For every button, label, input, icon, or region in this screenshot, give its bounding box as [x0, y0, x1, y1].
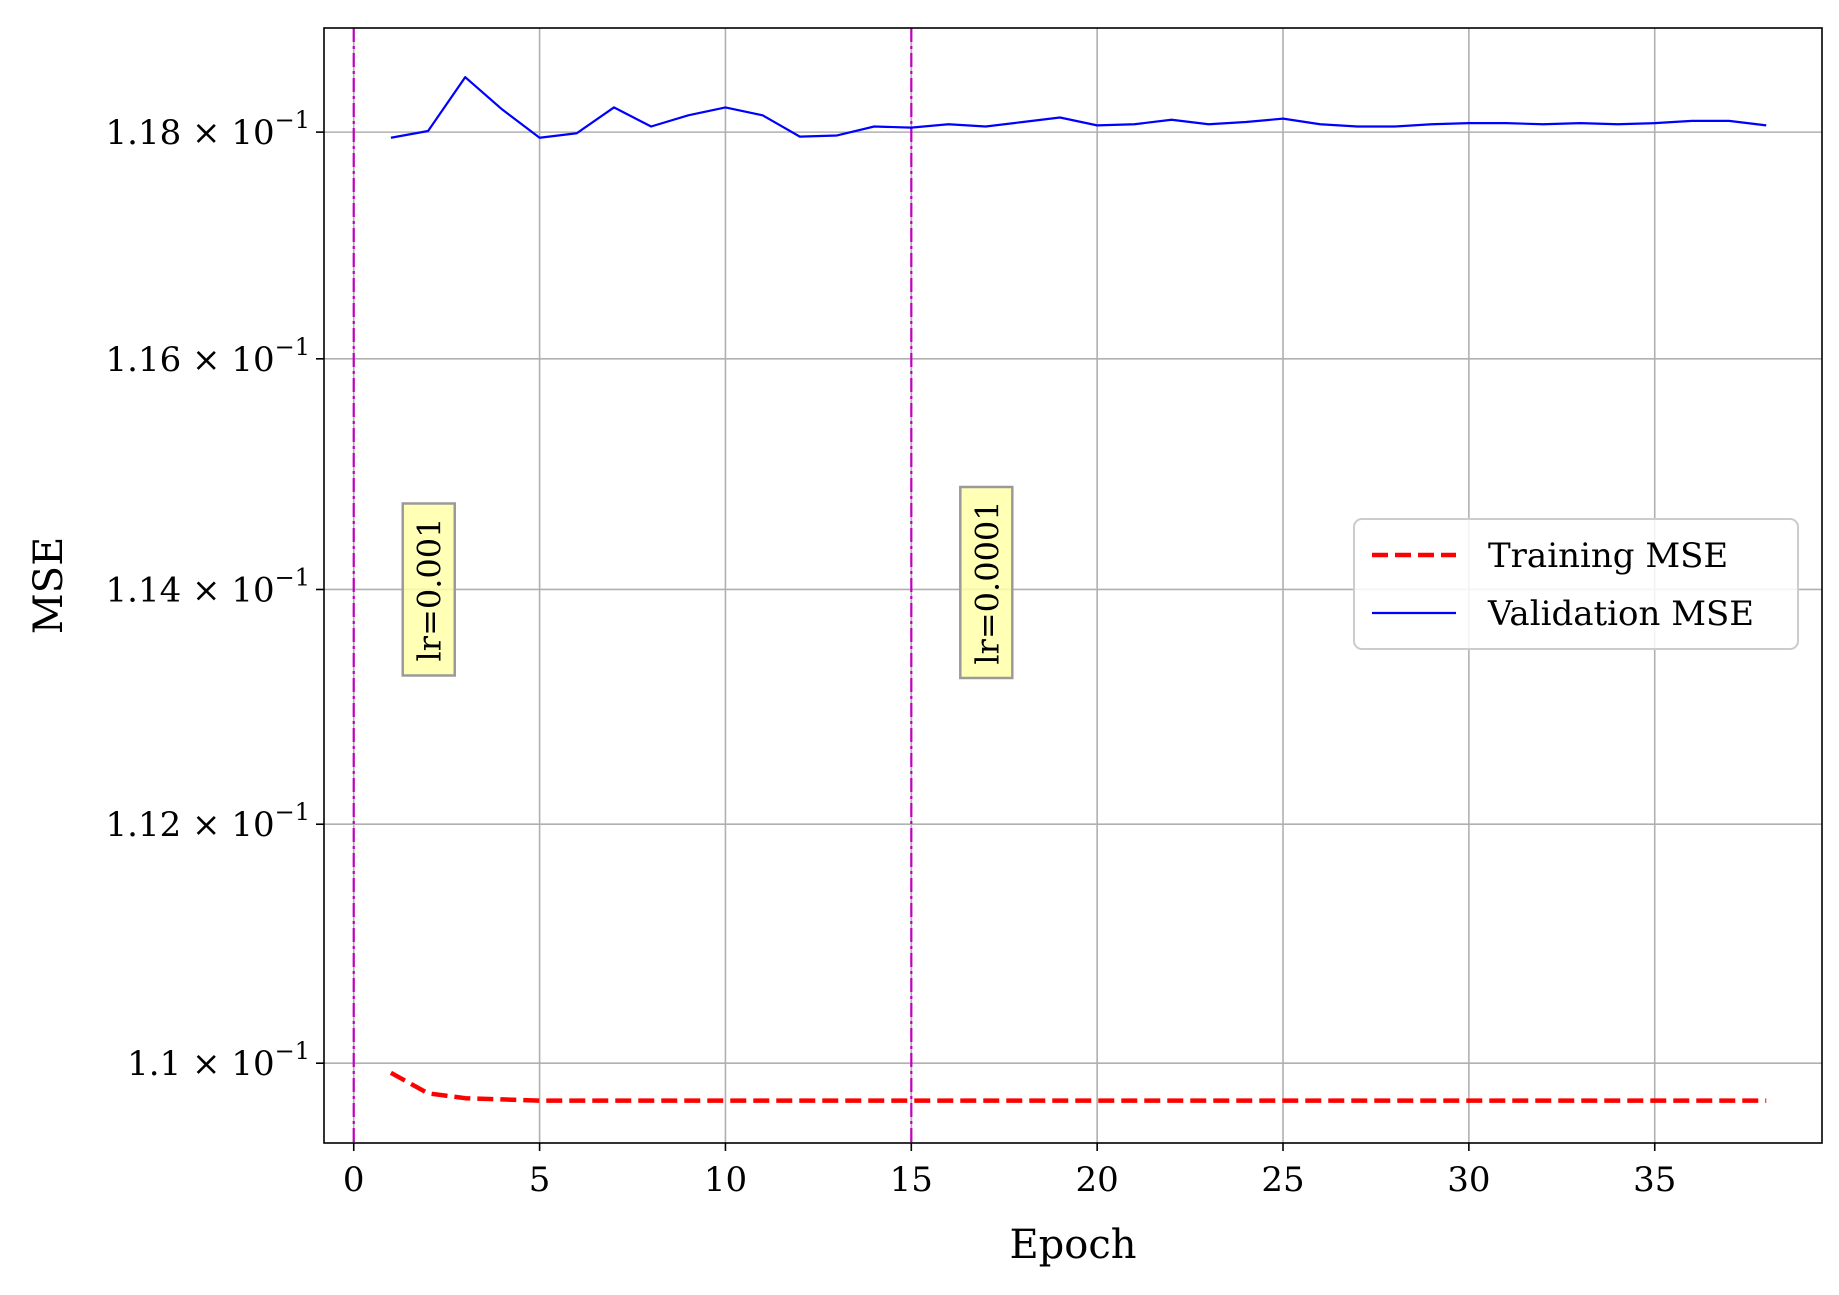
- lr-annotation-label: lr=0.0001: [968, 500, 1006, 664]
- x-tick-label: 0: [343, 1160, 365, 1200]
- legend-label: Training MSE: [1488, 536, 1728, 576]
- y-tick-label: 1.14 × 10−1: [106, 563, 310, 610]
- x-axis-label: Epoch: [1009, 1222, 1136, 1268]
- lr-annotations: lr=0.001 lr=0.0001: [401, 485, 1014, 680]
- lr-annotation-box: [959, 485, 1014, 680]
- legend-box: [1353, 518, 1799, 650]
- lr-annotation: lr=0.001: [401, 502, 456, 677]
- legend: Training MSE Validation MSE: [1353, 518, 1799, 650]
- x-tick-label: 30: [1447, 1160, 1490, 1200]
- lr-change-lines: [352, 28, 913, 1143]
- lr-annotation-label: lr=0.001: [411, 518, 449, 662]
- y-tick-label: 1.12 × 10−1: [106, 798, 310, 845]
- y-axis-ticks: 1.1 × 10−1 1.12 × 10−1 1.14 × 10−1 1.16 × 1…: [106, 106, 324, 1084]
- x-tick-label: 5: [529, 1160, 551, 1200]
- x-tick-label: 10: [704, 1160, 747, 1200]
- y-axis-label: MSE: [26, 537, 72, 635]
- plot-frame: [323, 27, 1823, 1144]
- x-tick-label: 25: [1261, 1160, 1304, 1200]
- lr-annotation: lr=0.0001: [959, 485, 1014, 680]
- x-tick-label: 15: [890, 1160, 933, 1200]
- x-tick-label: 35: [1633, 1160, 1676, 1200]
- x-tick-label: 20: [1076, 1160, 1119, 1200]
- lr-annotation-box: [401, 502, 456, 677]
- y-tick-label: 1.1 × 10−1: [127, 1037, 310, 1084]
- validation-mse-line: [390, 76, 1767, 139]
- series-lines: [389, 76, 1767, 1103]
- training-mse-line: [389, 1070, 1767, 1103]
- legend-label: Validation MSE: [1487, 594, 1754, 634]
- y-tick-label: 1.16 × 10−1: [106, 333, 310, 380]
- y-tick-label: 1.18 × 10−1: [106, 106, 310, 153]
- x-axis-ticks: 0 5 10 15 20 25 30 35: [343, 1143, 1676, 1200]
